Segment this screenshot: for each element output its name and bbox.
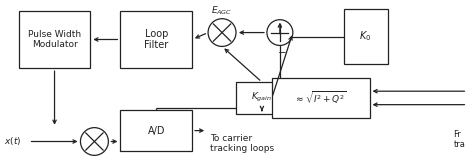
Circle shape — [267, 20, 293, 45]
Text: A/D: A/D — [147, 126, 165, 136]
Text: Fr
tra: Fr tra — [453, 130, 465, 149]
Text: $x(t)$: $x(t)$ — [4, 135, 21, 147]
Bar — [236, 82, 288, 114]
Text: Pulse Width
Modulator: Pulse Width Modulator — [28, 30, 81, 49]
Text: $E_{AGC}$: $E_{AGC}$ — [211, 4, 233, 17]
Circle shape — [81, 128, 109, 155]
Text: $-$: $-$ — [277, 46, 287, 56]
Text: $K_{gain}$: $K_{gain}$ — [251, 91, 273, 104]
Bar — [272, 78, 370, 118]
Bar — [120, 11, 192, 68]
Text: $K_0$: $K_0$ — [359, 30, 372, 43]
Text: To carrier
tracking loops: To carrier tracking loops — [210, 134, 274, 153]
Bar — [344, 9, 388, 64]
Bar — [120, 110, 192, 151]
Text: Loop
Filter: Loop Filter — [144, 29, 168, 50]
Circle shape — [208, 19, 236, 46]
Bar — [18, 11, 91, 68]
Text: $\approx\sqrt{I^2+Q^2}$: $\approx\sqrt{I^2+Q^2}$ — [294, 89, 347, 107]
